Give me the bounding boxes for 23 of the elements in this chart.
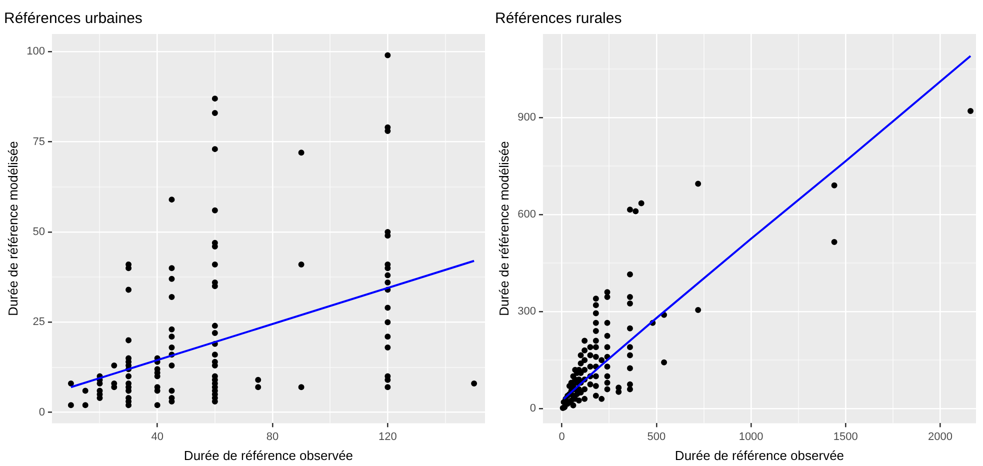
x-tick-label: 0 bbox=[558, 430, 565, 443]
x-tick-label: 120 bbox=[378, 430, 397, 443]
y-tick-label: 600 bbox=[518, 208, 536, 221]
x-tick-label: 1000 bbox=[738, 430, 764, 443]
y-axis-title: Durée de référence modélisée bbox=[496, 141, 512, 316]
chart-title: Références urbaines bbox=[4, 10, 142, 28]
x-tick-label: 1500 bbox=[833, 430, 858, 443]
y-tick-label: 25 bbox=[32, 316, 45, 328]
chart-title: Références rurales bbox=[495, 10, 622, 28]
y-tick-label: 75 bbox=[32, 136, 45, 148]
x-tick-label: 40 bbox=[151, 430, 164, 443]
y-tick-label: 300 bbox=[518, 306, 536, 318]
x-axis-title: Durée de référence observée bbox=[674, 448, 844, 463]
y-tick-label: 0 bbox=[530, 402, 536, 415]
y-tick-label: 900 bbox=[518, 112, 536, 124]
x-tick-label: 500 bbox=[647, 430, 666, 443]
y-tick-label: 50 bbox=[32, 226, 45, 238]
y-tick-label: 0 bbox=[38, 406, 45, 418]
y-tick-label: 100 bbox=[26, 46, 45, 58]
x-tick-label: 80 bbox=[266, 430, 279, 443]
y-axis-title: Durée de référence modélisée bbox=[5, 141, 20, 316]
x-tick-label: 2000 bbox=[928, 430, 952, 443]
x-axis-title: Durée de référence observée bbox=[184, 448, 354, 463]
